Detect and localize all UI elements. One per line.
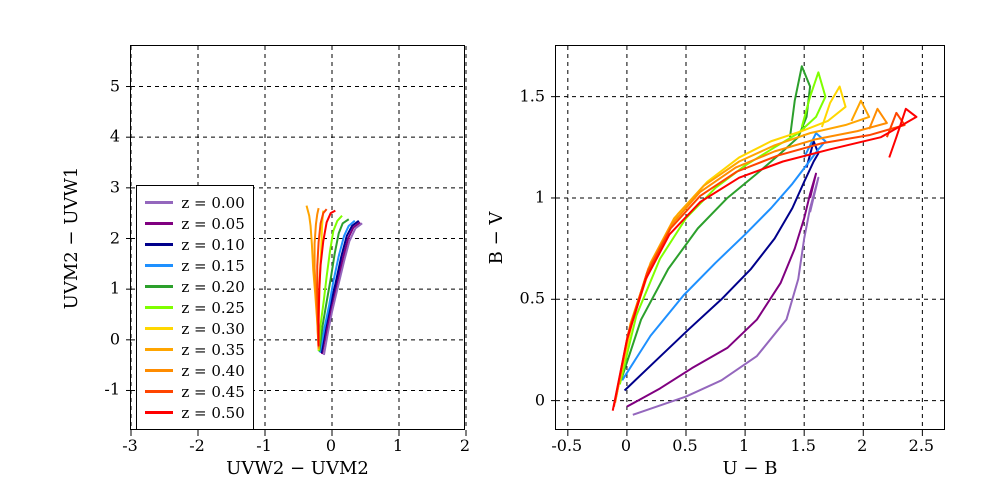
legend-item: z = 0.25 [145,297,244,318]
series-z035 [616,101,869,397]
figure: z = 0.00 z = 0.05 z = 0.10 z = 0.15 z = 0.20… [0,0,1000,500]
legend-label: z = 0.40 [181,362,244,380]
series-z005 [627,174,816,407]
xtick-label: -3 [122,436,138,455]
legend-item: z = 0.50 [145,402,244,423]
legend-label: z = 0.10 [181,236,244,254]
ytick-label: 0.5 [520,289,545,308]
xtick-label: 2 [460,436,470,455]
legend-swatch [145,264,173,267]
legend-swatch [145,222,173,225]
ytick-label: -1 [104,380,120,399]
legend-label: z = 0.05 [181,215,244,233]
legend-swatch [145,201,173,204]
legend-item: z = 0.35 [145,339,244,360]
ytick-label: 4 [110,127,120,146]
legend-label: z = 0.20 [181,278,244,296]
legend-item: z = 0.20 [145,276,244,297]
legend-swatch [145,327,173,330]
legend-swatch [145,348,173,351]
xtick-label: 0.5 [672,436,697,455]
legend-label: z = 0.50 [181,404,244,422]
legend-swatch [145,306,173,309]
xtick-label: 2 [857,436,867,455]
left-ylabel: UVM2 − UVW1 [61,166,82,309]
series-z020 [621,66,810,380]
left-panel: z = 0.00 z = 0.05 z = 0.10 z = 0.15 z = 0.20… [130,45,465,430]
legend-swatch [145,411,173,414]
series-z025 [620,72,826,384]
ytick-label: 1.5 [520,86,545,105]
ytick-label: 5 [110,76,120,95]
ytick-label: 1 [110,279,120,298]
ytick-label: 0 [535,390,545,409]
legend-swatch [145,369,173,372]
ytick-label: 3 [110,177,120,196]
legend-label: z = 0.25 [181,299,244,317]
xtick-label: 1 [739,436,749,455]
legend-item: z = 0.00 [145,192,244,213]
right-panel-svg [556,46,946,431]
xtick-label: 1.5 [790,436,815,455]
right-panel [555,45,945,430]
right-ylabel: B − V [486,211,507,264]
xtick-label: 0 [326,436,336,455]
legend-swatch [145,243,173,246]
legend-item: z = 0.40 [145,360,244,381]
ytick-label: 0 [110,329,120,348]
xtick-label: 2.5 [909,436,934,455]
xtick-label: -1 [256,436,272,455]
xtick-label: -0.5 [551,436,582,455]
ytick-label: 2 [110,228,120,247]
legend-label: z = 0.15 [181,257,244,275]
left-xlabel: UVW2 − UVM2 [226,458,369,479]
ytick-label: 1 [535,187,545,206]
legend-label: z = 0.45 [181,383,244,401]
xtick-label: -2 [189,436,205,455]
right-xlabel: U − B [723,458,778,479]
legend-item: z = 0.45 [145,381,244,402]
legend-label: z = 0.00 [181,194,244,212]
legend-item: z = 0.15 [145,255,244,276]
legend-label: z = 0.30 [181,320,244,338]
legend-swatch [145,390,173,393]
xtick-label: 1 [393,436,403,455]
xtick-label: 0 [621,436,631,455]
legend-swatch [145,285,173,288]
legend-item: z = 0.30 [145,318,244,339]
legend-label: z = 0.35 [181,341,244,359]
legend-item: z = 0.10 [145,234,244,255]
legend-box: z = 0.00 z = 0.05 z = 0.10 z = 0.15 z = 0.20… [136,185,253,430]
legend-item: z = 0.05 [145,213,244,234]
